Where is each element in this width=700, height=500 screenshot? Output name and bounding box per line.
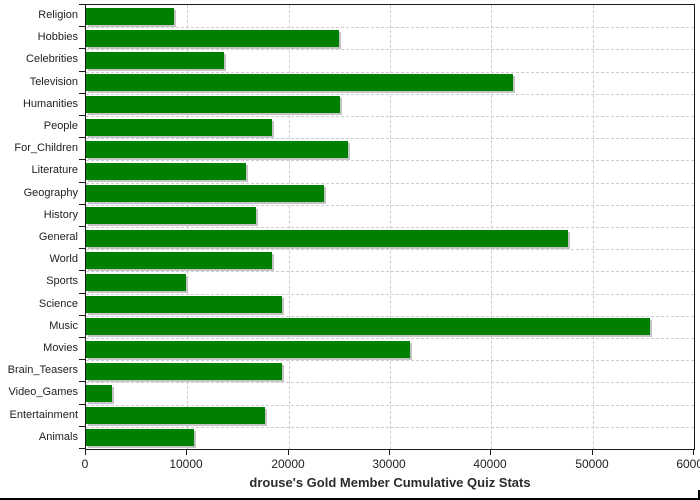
- x-tick-label: 40000: [473, 457, 507, 471]
- bar-entertainment: [86, 407, 265, 424]
- category-label: Hobbies: [37, 31, 78, 44]
- bar-people: [86, 119, 272, 136]
- gridline-horizontal: [86, 160, 694, 161]
- category-label: Video_Games: [8, 386, 78, 399]
- gridline-horizontal: [86, 49, 694, 50]
- x-axis-tick: [288, 450, 289, 455]
- gridline-horizontal: [86, 72, 694, 73]
- bar-history: [86, 207, 256, 224]
- category-label: Animals: [38, 430, 78, 443]
- frame-bottom-border: [0, 498, 700, 500]
- chart-title: drouse's Gold Member Cumulative Quiz Sta…: [249, 475, 531, 490]
- gridline-horizontal: [86, 271, 694, 272]
- bar-sports: [86, 274, 186, 291]
- y-axis-tick: [79, 159, 85, 160]
- bar-world: [86, 252, 272, 269]
- category-label: Celebrities: [26, 53, 78, 66]
- bar-hobbies: [86, 30, 339, 47]
- x-axis-tick: [490, 450, 491, 455]
- y-axis-tick: [79, 359, 85, 360]
- bar-celebrities: [86, 52, 224, 69]
- gridline-horizontal: [86, 94, 694, 95]
- gridline-horizontal: [86, 294, 694, 295]
- category-label: Entertainment: [9, 408, 78, 421]
- y-axis-tick: [79, 426, 85, 427]
- category-label: Literature: [31, 164, 78, 177]
- x-axis-tick: [693, 450, 694, 455]
- y-axis-tick: [79, 404, 85, 405]
- y-axis-tick: [79, 315, 85, 316]
- category-label: Television: [29, 75, 78, 88]
- bar-humanities: [86, 96, 340, 113]
- y-axis-tick: [79, 248, 85, 249]
- x-axis-tick: [592, 450, 593, 455]
- gridline-horizontal: [86, 382, 694, 383]
- frame-corner-border: [698, 490, 700, 500]
- category-label: Movies: [43, 342, 78, 354]
- category-label: Humanities: [22, 97, 78, 110]
- category-label: Music: [49, 319, 78, 332]
- bar-general: [86, 230, 568, 247]
- gridline-horizontal: [86, 138, 694, 139]
- x-axis-tick: [85, 450, 86, 455]
- y-axis-tick: [79, 4, 85, 5]
- category-label: World: [49, 253, 78, 266]
- category-label: General: [38, 231, 78, 243]
- bar-for_children: [86, 141, 348, 158]
- gridline-horizontal: [86, 116, 694, 117]
- x-tick-label: 10000: [169, 457, 203, 471]
- bar-geography: [86, 185, 324, 202]
- category-label: People: [43, 120, 78, 132]
- category-label: Science: [38, 297, 78, 310]
- category-label: History: [43, 208, 78, 221]
- bar-religion: [86, 8, 174, 25]
- y-axis-tick: [79, 381, 85, 382]
- y-axis-tick: [79, 137, 85, 138]
- x-tick-label: 0: [81, 457, 89, 471]
- bar-animals: [86, 429, 194, 446]
- bar-television: [86, 74, 513, 91]
- x-tick-label: 50000: [575, 457, 609, 471]
- y-axis-tick: [79, 26, 85, 27]
- y-axis-tick: [79, 93, 85, 94]
- y-axis-tick: [79, 204, 85, 205]
- y-axis-tick: [79, 337, 85, 338]
- y-axis-tick: [79, 293, 85, 294]
- y-axis-tick: [79, 71, 85, 72]
- y-axis-tick: [79, 115, 85, 116]
- gridline-horizontal: [86, 27, 694, 28]
- category-label: For_Children: [14, 142, 78, 155]
- category-label: Sports: [46, 275, 78, 288]
- x-axis-tick: [186, 450, 187, 455]
- gridline-horizontal: [86, 227, 694, 228]
- y-axis-tick: [79, 182, 85, 183]
- bar-video_games: [86, 385, 112, 402]
- gridline-horizontal: [86, 205, 694, 206]
- bar-movies: [86, 341, 410, 358]
- gridline-horizontal: [86, 338, 694, 339]
- y-axis-tick: [79, 226, 85, 227]
- bar-literature: [86, 163, 246, 180]
- gridline-horizontal: [86, 183, 694, 184]
- bar-brain_teasers: [86, 363, 282, 380]
- x-tick-label: 60000: [676, 457, 700, 471]
- gridline-horizontal: [86, 249, 694, 250]
- gridline-horizontal: [86, 360, 694, 361]
- y-axis-tick: [79, 448, 85, 449]
- category-label: Geography: [23, 186, 78, 199]
- gridline-horizontal: [86, 316, 694, 317]
- x-axis-tick: [389, 450, 390, 455]
- plot-area: [85, 4, 695, 450]
- bar-science: [86, 296, 282, 313]
- x-tick-label: 30000: [372, 457, 406, 471]
- gridline-horizontal: [86, 427, 694, 428]
- gridline-horizontal: [86, 405, 694, 406]
- category-label: Religion: [38, 9, 78, 21]
- category-label: Brain_Teasers: [7, 364, 78, 377]
- x-tick-label: 20000: [271, 457, 305, 471]
- bar-music: [86, 318, 650, 335]
- y-axis-tick: [79, 48, 85, 49]
- y-axis-tick: [79, 270, 85, 271]
